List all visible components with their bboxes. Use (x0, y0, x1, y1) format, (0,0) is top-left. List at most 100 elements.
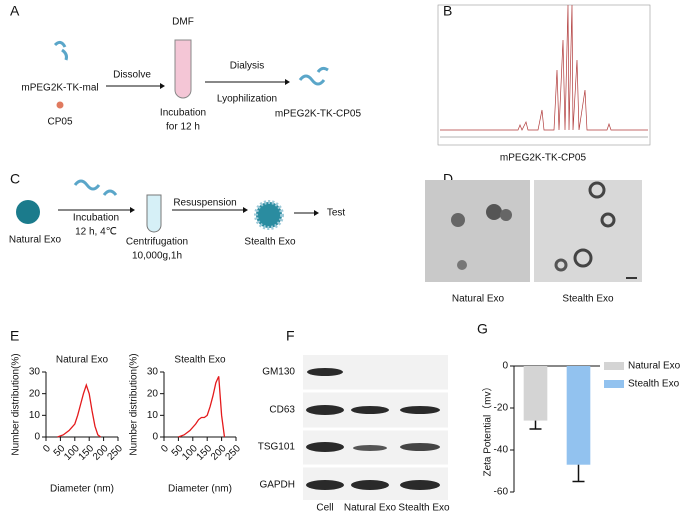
text: mPEG2K-TK-mal (21, 83, 98, 94)
spectrum-frame (437, 4, 651, 146)
panel-label: G (477, 321, 488, 337)
particle (588, 181, 606, 199)
row-label: GAPDH (259, 480, 295, 491)
product-icon (298, 66, 329, 86)
column-label: Stealth Exo (398, 503, 450, 514)
caption: Stealth Exo (562, 294, 614, 305)
caption: mPEG2K-TK-CP05 (500, 153, 587, 164)
particle (486, 204, 502, 220)
band (353, 445, 387, 451)
tube-icon (146, 194, 162, 233)
scheme-a: mPEG2K-TK-mal CP05 Dissolve DMF Incubati… (21, 17, 361, 133)
y-tick-label: -60 (494, 487, 509, 498)
y-tick-label: 30 (147, 367, 159, 378)
y-tick-label: 20 (147, 388, 159, 399)
scheme-c: Natural Exo Incubation 12 h, 4℃ Centrifu… (9, 179, 346, 262)
molecule-icon (73, 179, 118, 196)
tem-images: Natural Exo Stealth Exo (425, 180, 642, 305)
chart-title: Stealth Exo (174, 355, 226, 366)
arrow-head (243, 207, 248, 213)
row-label: GM130 (262, 367, 295, 378)
text: Test (327, 208, 346, 219)
tem-image (534, 180, 642, 282)
x-tick-label: 250 (223, 443, 243, 463)
y-tick-label: 30 (29, 367, 41, 378)
legend-swatch (604, 362, 624, 370)
band (351, 406, 389, 414)
x-axis-label: Diameter (nm) (50, 484, 114, 495)
text: CP05 (47, 117, 72, 128)
tem-image (425, 180, 530, 282)
text: Centrifugation (126, 237, 188, 248)
text: Dialysis (230, 61, 264, 72)
particle (457, 260, 467, 270)
bar (523, 366, 548, 421)
y-tick-label: -20 (494, 403, 509, 414)
y-axis-label: Zeta Potential（mv） (482, 381, 494, 476)
exosome-icon (16, 200, 40, 224)
text: Lyophilization (217, 94, 277, 105)
band (351, 480, 389, 490)
stealth-exo-icon (254, 200, 284, 230)
band (306, 442, 344, 452)
panel-labels: A B C D E F G (10, 3, 488, 344)
text: Natural Exo (9, 235, 62, 246)
particle (573, 248, 593, 268)
column-label: Natural Exo (344, 503, 397, 514)
axis (45, 372, 118, 438)
row-label: CD63 (269, 405, 295, 416)
panel-label: F (286, 328, 295, 344)
text: for 12 h (166, 122, 200, 133)
text: 12 h, 4℃ (75, 227, 117, 238)
arrow-head (285, 79, 290, 85)
y-tick-label: 20 (29, 388, 41, 399)
panel-label: B (443, 3, 452, 19)
x-tick-label: 250 (105, 443, 125, 463)
text: Resuspension (173, 198, 236, 209)
nmr-spectrum: mPEG2K-TK-CP05 (437, 4, 651, 164)
band (400, 443, 440, 451)
panel-label: E (10, 328, 19, 344)
band (400, 480, 440, 490)
text: mPEG2K-TK-CP05 (275, 109, 362, 120)
text: Incubation (73, 213, 119, 224)
arrow-head (314, 210, 319, 216)
arrow-head (160, 83, 165, 89)
y-tick-label: -40 (494, 445, 509, 456)
spectrum-trace (440, 4, 648, 131)
caption: Natural Exo (452, 294, 505, 305)
bands (306, 368, 440, 490)
y-tick-label: 10 (147, 410, 159, 421)
y-axis-label: Number distribution(%) (11, 353, 22, 455)
text: Dissolve (113, 70, 151, 81)
panel-label: C (10, 171, 20, 187)
bar (566, 366, 591, 465)
text: Incubation (160, 108, 206, 119)
band (306, 405, 344, 415)
x-axis-label: Diameter (nm) (168, 484, 232, 495)
axis (163, 372, 236, 438)
panel-label: D (443, 171, 453, 187)
molecule-icon (53, 40, 68, 61)
row-label: TSG101 (258, 442, 296, 453)
band (400, 406, 440, 414)
band (306, 480, 344, 490)
chart-title: Natural Exo (56, 355, 109, 366)
column-label: Cell (316, 503, 333, 514)
text: DMF (172, 17, 194, 28)
peptide-icon (56, 101, 64, 109)
particle (600, 212, 616, 228)
particle (451, 213, 465, 227)
panel-label: A (10, 3, 20, 19)
line (178, 376, 226, 438)
y-tick-label: 0 (152, 432, 158, 443)
band (307, 368, 343, 376)
x-tick-label: 0 (159, 443, 171, 455)
y-tick-label: 0 (34, 432, 40, 443)
y-tick-label: 0 (502, 361, 508, 372)
arrow-head (130, 207, 135, 213)
y-tick-label: 10 (29, 410, 41, 421)
x-tick-label: 0 (41, 443, 53, 455)
particle (554, 258, 568, 272)
